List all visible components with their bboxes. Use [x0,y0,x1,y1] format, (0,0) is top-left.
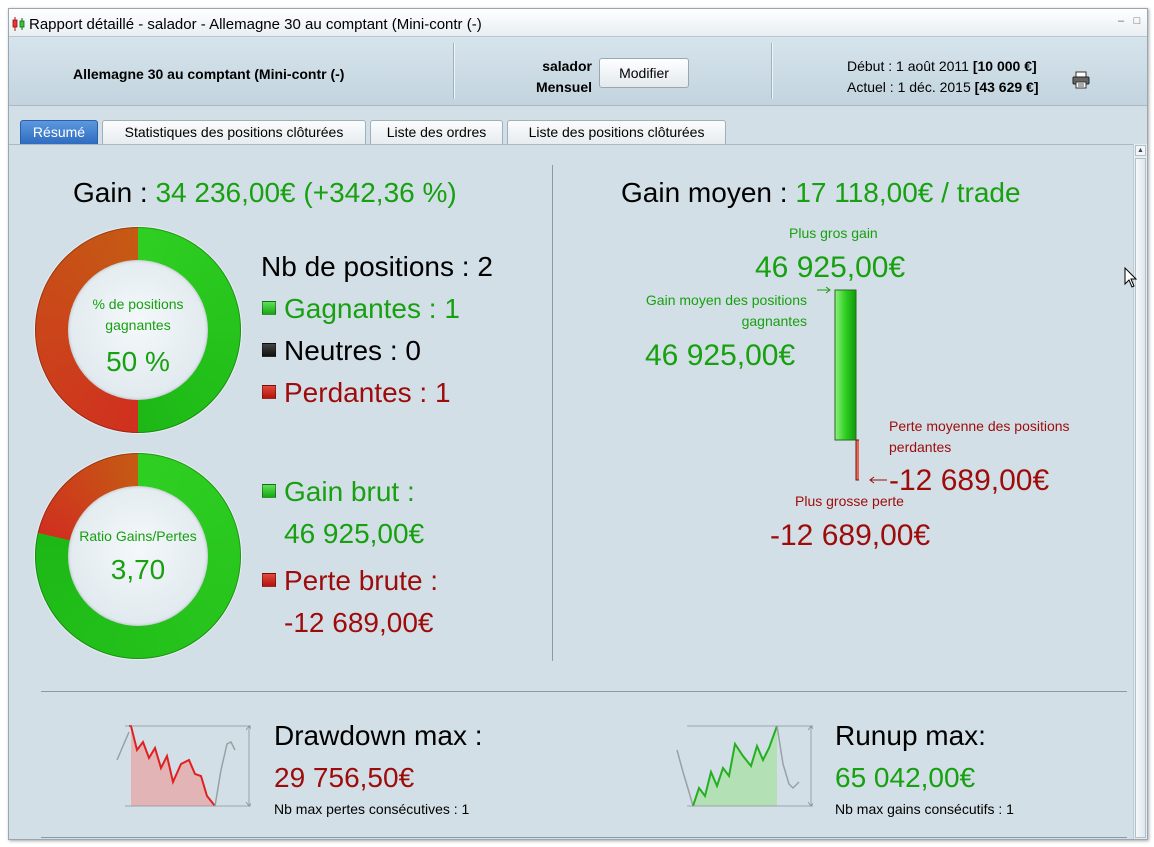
report-header: Allemagne 30 au comptant (Mini-contr (-)… [9,37,1147,106]
gain-label: Gain : [73,177,148,208]
candlestick-icon [12,17,25,31]
runup-sparkline-icon [676,725,813,807]
win-rate-donut: % de positions gagnantes 50 % [35,227,241,433]
current-date-label: Actuel : 1 déc. 2015 [847,79,971,95]
drawdown-value: 29 756,50€ [274,762,415,793]
runup-value: 65 042,00€ [835,762,976,793]
mouse-cursor-icon [1124,267,1138,288]
winners-legend-swatch [262,301,276,315]
scroll-up-arrow-icon[interactable]: ▲ [1135,145,1146,156]
neutral-count: Neutres : 0 [284,335,421,366]
period: Mensuel [535,79,592,95]
win-rate-value: 50 % [106,346,170,377]
average-gain-heading: Gain moyen : 17 118,00€ / trade [621,177,1021,209]
user-period-block: salador Mensuel [536,56,592,98]
runup-consecutive-gains: Nb max gains consécutifs : 1 [835,801,1014,817]
report-window: Rapport détaillé - salador - Allemagne 3… [8,8,1148,840]
section-divider-bottom [41,837,1127,838]
tab-closed-positions-stats[interactable]: Statistiques des positions clôturées [102,120,366,144]
winners-count: Gagnantes : 1 [284,293,460,324]
gross-loss-swatch [262,573,276,587]
drawdown-consecutive-losses: Nb max pertes consécutives : 1 [274,801,470,817]
gross-gain-value: 46 925,00€ [284,518,425,549]
column-divider [552,165,553,661]
avg-loss-label: Perte moyenne des positions perdantes [889,416,1070,458]
losers-legend-swatch [262,385,276,399]
avg-loss-bar [855,439,859,481]
avg-win-bar [834,289,857,441]
window-title: Rapport détaillé - salador - Allemagne 3… [29,16,482,33]
title-bar[interactable]: Rapport détaillé - salador - Allemagne 3… [9,9,1147,37]
avg-loss-value: -12 689,00€ [889,464,1050,497]
drawdown-title: Drawdown max : [274,720,483,751]
minimize-button[interactable]: – [1117,15,1125,27]
tab-resume[interactable]: Résumé [20,120,98,144]
tab-bar: Résumé Statistiques des positions clôtur… [9,117,1147,144]
section-divider [41,691,1127,692]
avg-loss-label-line1: Perte moyenne des positions [889,418,1070,434]
runup-title: Runup max: [835,720,986,751]
neutral-legend-swatch [262,343,276,357]
gain-percent: (+342,36 %) [303,177,457,208]
header-divider [771,43,772,99]
avg-loss-label-line2: perdantes [889,439,952,455]
max-gain-value: 46 925,00€ [755,251,906,284]
losers-count: Perdantes : 1 [284,377,451,408]
max-gain-label: Plus gros gain [789,225,878,241]
tab-closed-positions-list[interactable]: Liste des positions clôturées [507,120,726,144]
gross-loss-value: -12 689,00€ [284,607,434,638]
current-balance: [43 629 €] [974,79,1039,95]
positions-count: Nb de positions : 2 [261,251,493,282]
average-gain-value: 17 118,00€ / trade [795,177,1021,208]
scrollbar-thumb[interactable] [1135,158,1146,838]
win-rate-label-line2: gagnantes [105,317,171,333]
modify-button[interactable]: Modifier [599,58,689,88]
profit-ratio-donut: Ratio Gains/Pertes 3,70 [35,453,241,659]
gain-heading: Gain : 34 236,00€ (+342,36 %) [73,177,457,209]
win-rate-label-line1: % de positions [92,296,184,312]
avg-win-label: Gain moyen des positions gagnantes [646,290,807,332]
average-bar-chart [817,286,859,481]
avg-win-value: 46 925,00€ [645,339,796,372]
gross-gain-swatch [262,484,276,498]
maximize-button[interactable]: □ [1133,15,1141,27]
avg-win-label-line1: Gain moyen des positions [645,292,807,308]
printer-icon[interactable] [1072,71,1090,89]
username: salador [542,58,592,74]
start-date: Début : 1 août 2011 [10 000 €] [847,56,1038,77]
current-date: Actuel : 1 déc. 2015 [43 629 €] [847,77,1038,98]
instrument-name: Allemagne 30 au comptant (Mini-contr (-) [73,66,345,82]
gross-gain-label: Gain brut : [284,476,415,507]
gross-loss-label: Perte brute : [284,565,439,596]
profit-ratio-label: Ratio Gains/Pertes [79,528,197,544]
avg-loss-arrow [869,476,887,484]
max-loss-value: -12 689,00€ [770,519,931,552]
vertical-scrollbar[interactable]: ▲ [1133,144,1147,839]
drawdown-sparkline-icon [116,725,251,807]
gain-value: 34 236,00€ [155,177,296,208]
tab-orders-list[interactable]: Liste des ordres [370,120,503,144]
average-gain-label: Gain moyen : [621,177,788,208]
header-divider [453,43,454,99]
avg-win-label-line2: gagnantes [741,313,807,329]
summary-panel: Gain : 34 236,00€ (+342,36 %) % de posit… [9,144,1135,839]
start-date-label: Début : 1 août 2011 [847,58,969,74]
profit-ratio-value: 3,70 [110,554,166,585]
max-loss-label: Plus grosse perte [795,493,904,509]
date-range: Début : 1 août 2011 [10 000 €] Actuel : … [847,56,1038,98]
start-balance: [10 000 €] [972,58,1037,74]
